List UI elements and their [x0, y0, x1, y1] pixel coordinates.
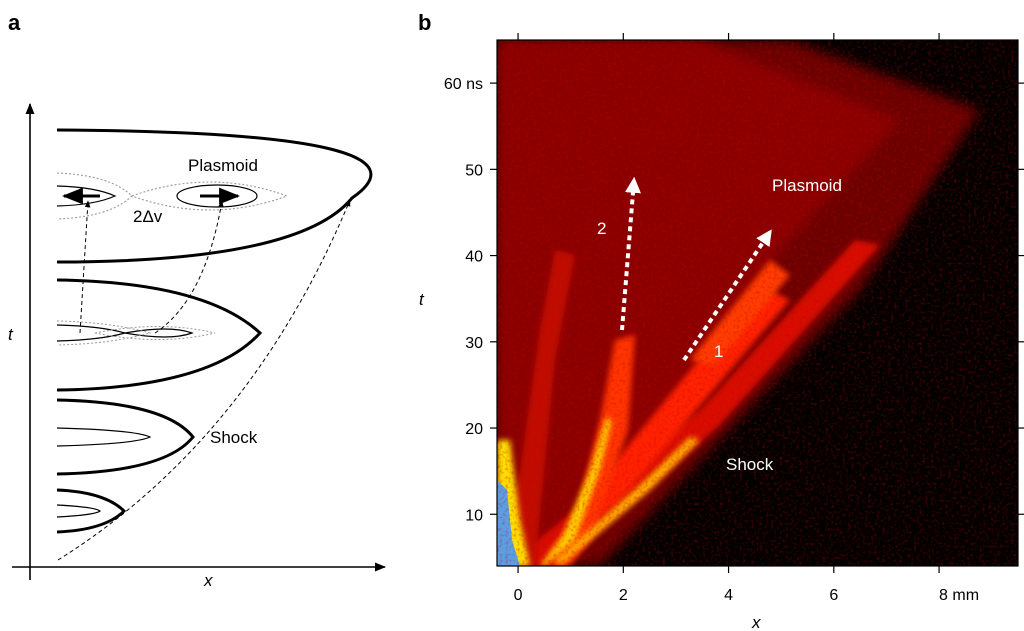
x-tick-label: 0	[514, 587, 523, 604]
y-tick-label: 40	[465, 249, 483, 266]
panel-b: b 2 1 Plasmoid Shock 0 2	[418, 10, 1024, 631]
plasmoid-lobe-left	[56, 324, 128, 342]
arrow-2	[620, 176, 641, 331]
dotted-envelope-4a	[56, 172, 133, 220]
panel-a: a t x Plasmoid 2Δv Shock	[8, 10, 387, 590]
shock-front-4	[56, 128, 373, 264]
dotted-envelope-3b	[94, 326, 216, 340]
inner-lobe-2	[56, 427, 152, 447]
t-axis-label-b: t	[419, 290, 425, 309]
y-tick-label: 30	[465, 335, 483, 352]
shock-front-2	[56, 398, 195, 476]
plasmoid-lobe-right	[124, 328, 194, 338]
x-axis-label: x	[203, 571, 213, 590]
arrow-1	[682, 229, 772, 362]
y-tick-label: 50	[465, 162, 483, 179]
panel-a-letter: a	[8, 10, 21, 35]
x-axis-label-b: x	[751, 613, 761, 631]
panel-b-letter: b	[418, 10, 431, 35]
plasmoid-label-b: Plasmoid	[772, 176, 842, 195]
trajectory-right	[154, 200, 224, 334]
arrow-2-label: 2	[597, 219, 606, 238]
heatmap-image	[497, 40, 1018, 566]
shock-front-1	[56, 488, 127, 534]
plasmoid-4-right	[176, 184, 258, 208]
x-tick-label: 4	[724, 587, 733, 604]
plot-frame	[496, 39, 1019, 567]
plasmoid-4-left	[56, 185, 117, 207]
y-tick-label: 20	[465, 421, 483, 438]
x-tick-label: 6	[829, 587, 838, 604]
t-axis-label: t	[8, 325, 14, 344]
shock-front-3	[56, 278, 263, 392]
x-tick-label: 8 mm	[939, 587, 979, 604]
y-tick-label: 10	[465, 507, 483, 524]
dotted-envelope-4b	[130, 181, 289, 211]
trajectory-left	[79, 200, 91, 334]
delta-v-label: 2Δv	[133, 207, 163, 226]
shock-label-b: Shock	[726, 455, 774, 474]
shock-trajectory	[57, 199, 351, 561]
arrow-1-label: 1	[714, 342, 723, 361]
plasmoid-label-a: Plasmoid	[188, 156, 258, 175]
x-tick-label: 2	[619, 587, 628, 604]
shock-label-a: Shock	[210, 428, 258, 447]
inner-lobe-1	[56, 504, 101, 518]
dotted-envelope-3a	[56, 320, 152, 346]
axes-b: 0 2 4 6 8 mm 10 20 30 40 50 60 ns	[444, 33, 1024, 604]
y-tick-label: 60 ns	[444, 76, 483, 93]
